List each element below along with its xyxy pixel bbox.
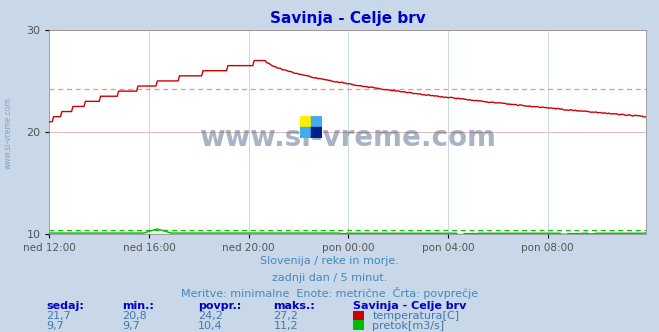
- Bar: [311, 127, 322, 138]
- Text: 9,7: 9,7: [122, 321, 140, 331]
- Text: pretok[m3/s]: pretok[m3/s]: [372, 321, 444, 331]
- Bar: [300, 116, 311, 127]
- Text: zadnji dan / 5 minut.: zadnji dan / 5 minut.: [272, 273, 387, 283]
- Text: Savinja - Celje brv: Savinja - Celje brv: [353, 301, 466, 311]
- Text: Slovenija / reke in morje.: Slovenija / reke in morje.: [260, 256, 399, 266]
- Bar: [300, 127, 311, 138]
- Text: www.si-vreme.com: www.si-vreme.com: [199, 124, 496, 152]
- Text: 10,4: 10,4: [198, 321, 222, 331]
- Text: Meritve: minimalne  Enote: metrične  Črta: povprečje: Meritve: minimalne Enote: metrične Črta:…: [181, 287, 478, 299]
- Text: temperatura[C]: temperatura[C]: [372, 311, 459, 321]
- Text: povpr.:: povpr.:: [198, 301, 241, 311]
- Text: 24,2: 24,2: [198, 311, 223, 321]
- Text: min.:: min.:: [122, 301, 154, 311]
- Text: sedaj:: sedaj:: [46, 301, 84, 311]
- Bar: [311, 116, 322, 127]
- Text: 11,2: 11,2: [273, 321, 298, 331]
- Text: www.si-vreme.com: www.si-vreme.com: [3, 97, 13, 169]
- Text: 21,7: 21,7: [46, 311, 71, 321]
- Text: maks.:: maks.:: [273, 301, 315, 311]
- Text: 27,2: 27,2: [273, 311, 299, 321]
- Text: 20,8: 20,8: [122, 311, 147, 321]
- Text: 9,7: 9,7: [46, 321, 64, 331]
- Title: Savinja - Celje brv: Savinja - Celje brv: [270, 11, 426, 26]
